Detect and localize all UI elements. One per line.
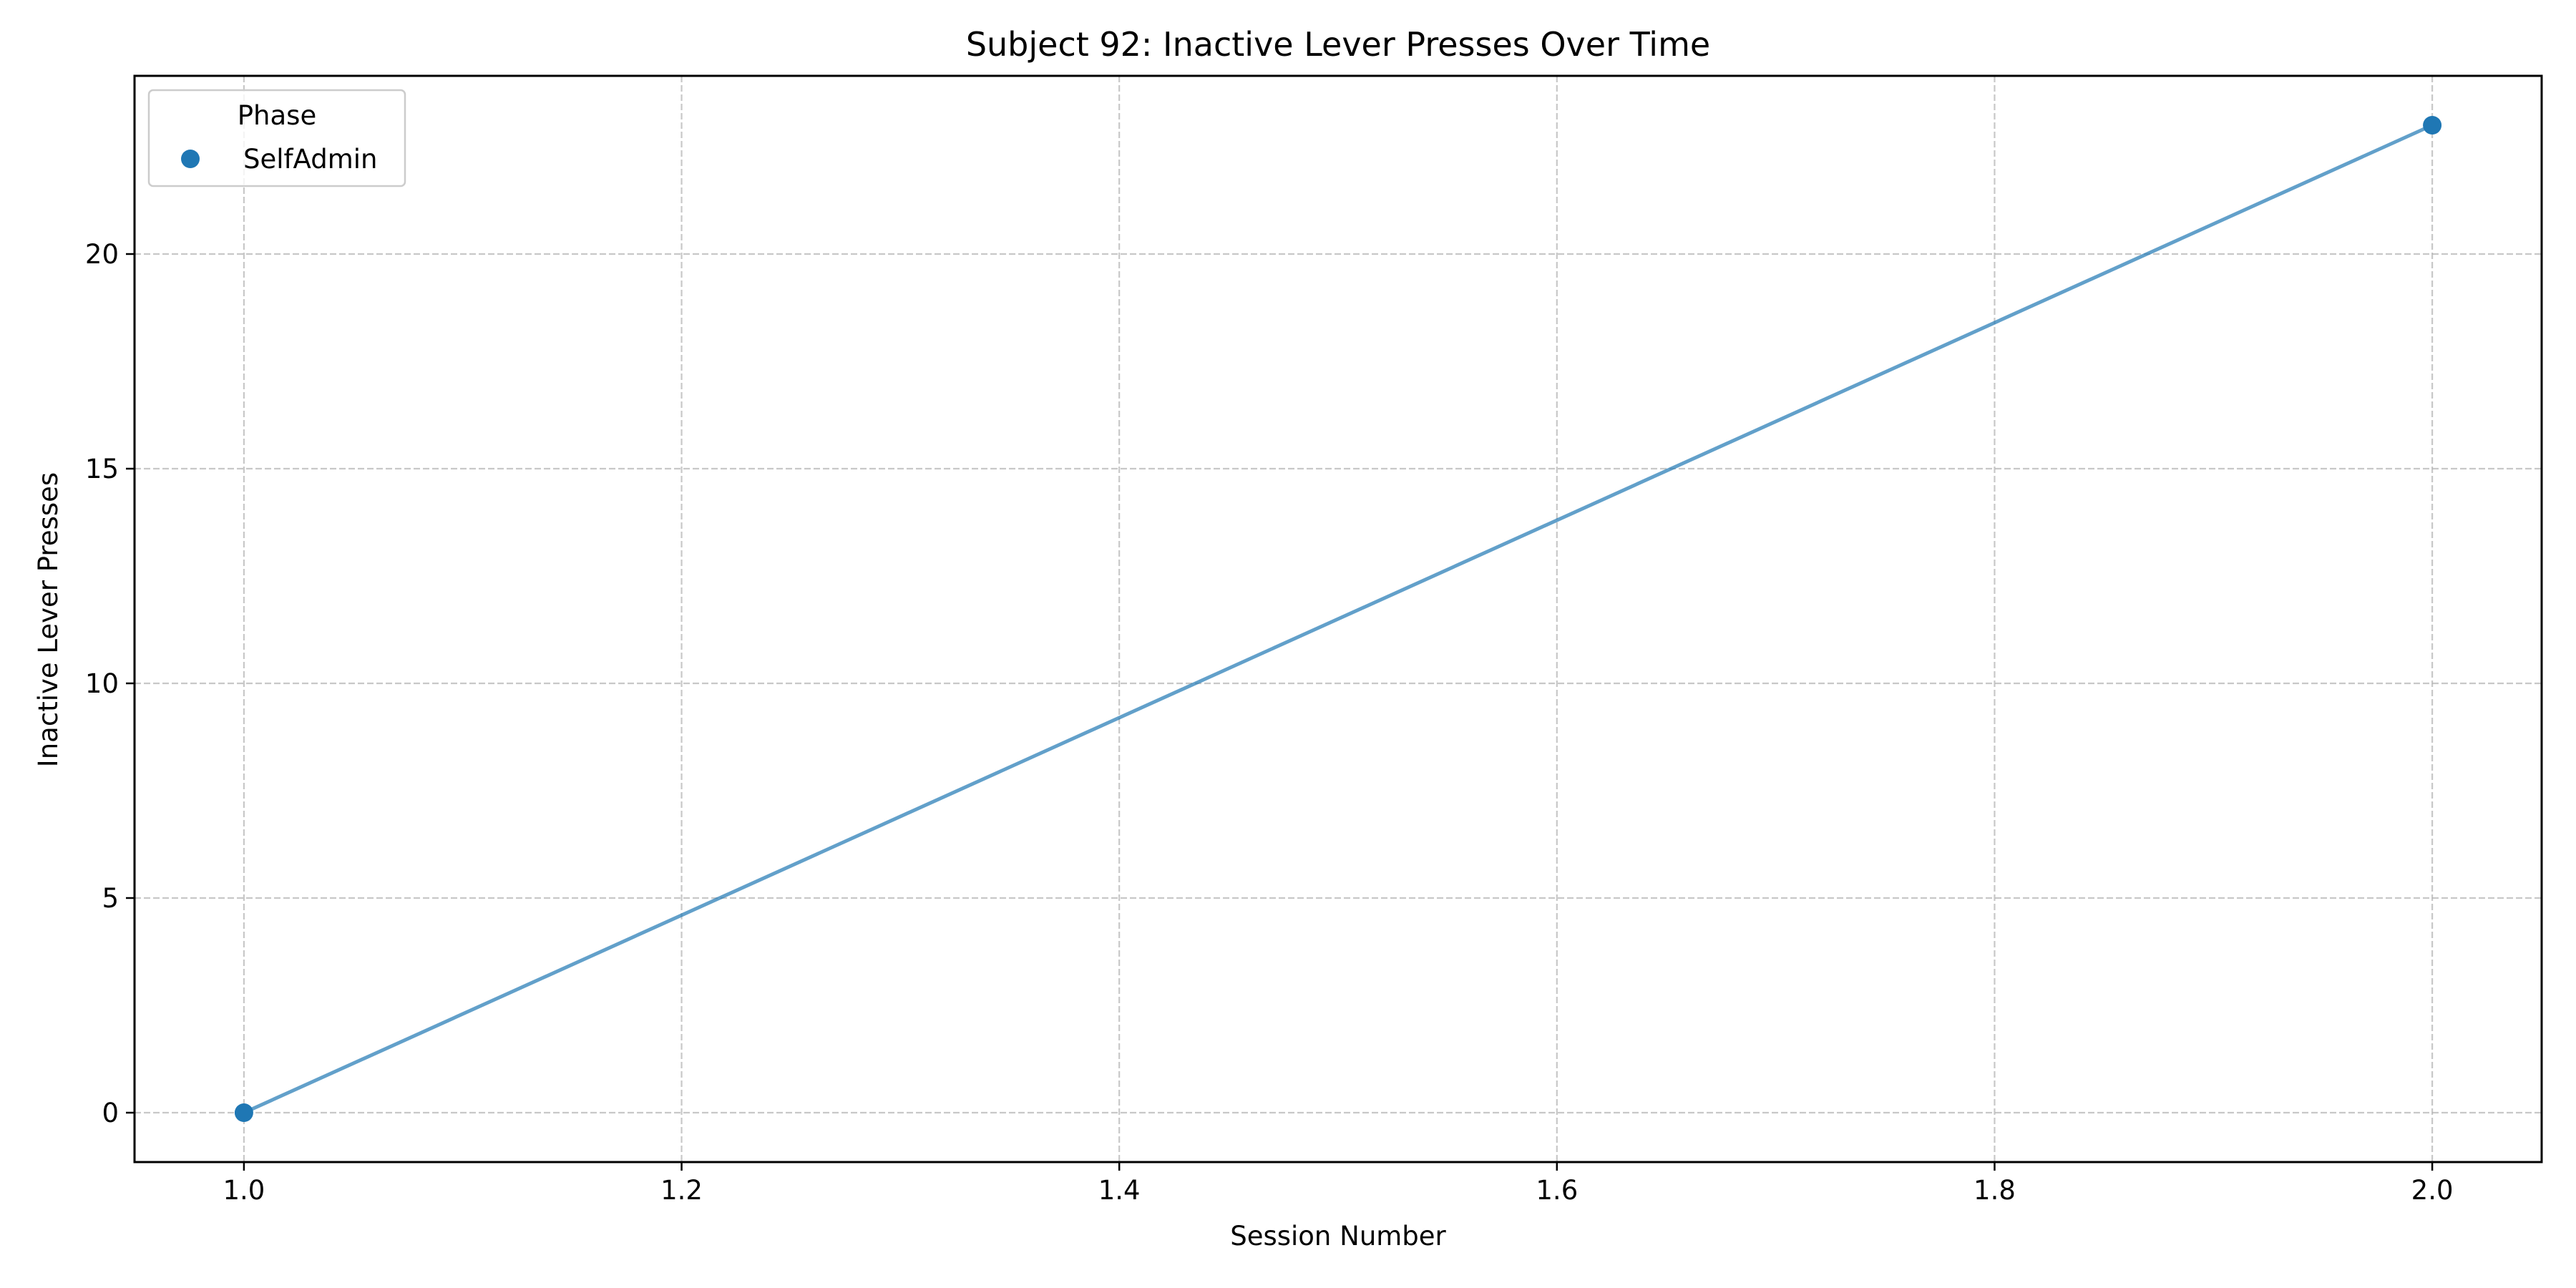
- legend-title: Phase: [238, 100, 316, 131]
- plot-frame: [133, 74, 2543, 1163]
- grid-lines: [135, 76, 2542, 1162]
- legend: Phase SelfAdmin: [147, 89, 406, 187]
- series-lines: [242, 123, 2434, 1115]
- chart-title: Subject 92: Inactive Lever Presses Over …: [966, 25, 1710, 64]
- x-tick-label: 1.0: [223, 1175, 265, 1206]
- x-tick-label: 1.6: [1536, 1175, 1578, 1206]
- y-tick-label: 10: [85, 668, 119, 699]
- x-tick-label: 2.0: [2411, 1175, 2454, 1206]
- data-point: [2423, 116, 2442, 135]
- legend-marker: [181, 150, 200, 168]
- x-tick-label: 1.2: [660, 1175, 703, 1206]
- x-axis-ticks: 1.0 1.2 1.4 1.6 1.8 2.0: [223, 1162, 2454, 1206]
- data-points: [234, 116, 2442, 1122]
- x-axis-label: Session Number: [1230, 1221, 1446, 1252]
- legend-box: [147, 89, 406, 187]
- y-tick-label: 5: [102, 883, 119, 914]
- y-tick-label: 0: [102, 1098, 119, 1128]
- data-point: [234, 1103, 253, 1122]
- y-axis-ticks: 0 5 10 15 20: [85, 239, 135, 1128]
- y-tick-label: 15: [85, 454, 119, 484]
- series-line: [242, 123, 2434, 1115]
- x-tick-label: 1.8: [1974, 1175, 2016, 1206]
- y-tick-label: 20: [85, 239, 119, 270]
- x-tick-label: 1.4: [1098, 1175, 1141, 1206]
- y-axis-label: Inactive Lever Presses: [33, 472, 64, 767]
- legend-entries: SelfAdmin: [181, 144, 377, 175]
- legend-entry-label: SelfAdmin: [243, 144, 377, 175]
